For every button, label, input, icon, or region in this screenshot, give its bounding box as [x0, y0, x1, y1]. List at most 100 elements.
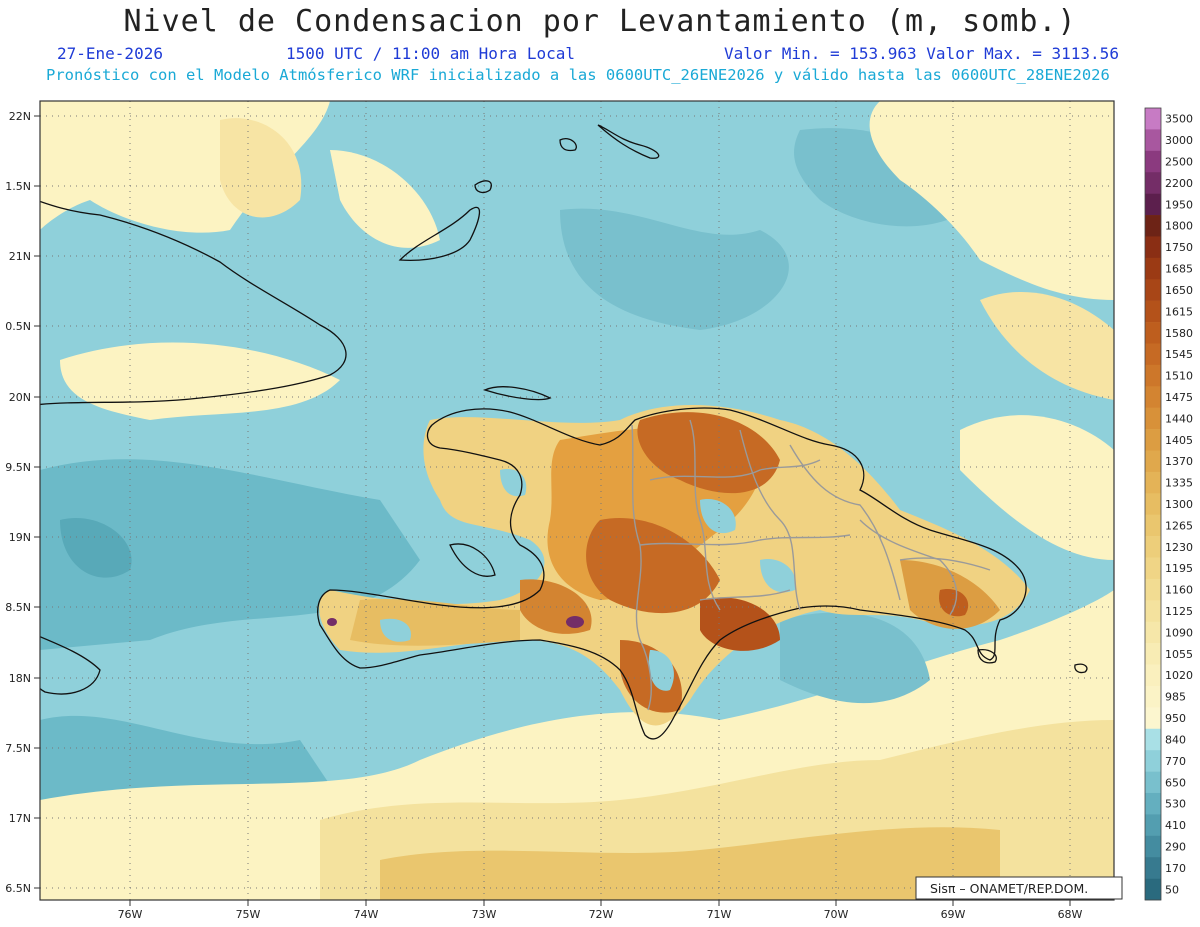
- legend-swatch: [1145, 643, 1161, 665]
- axis-ticks: [34, 115, 1071, 906]
- legend-label: 650: [1165, 776, 1186, 789]
- lat-label: 1.5N: [5, 180, 31, 193]
- lat-label: 7.5N: [5, 742, 31, 755]
- legend-swatch: [1145, 322, 1161, 344]
- legend-swatch: [1145, 407, 1161, 430]
- lat-label: 9.5N: [5, 461, 31, 474]
- legend-label: 50: [1165, 883, 1179, 896]
- legend-label: 1370: [1165, 455, 1193, 468]
- legend-label: 1265: [1165, 519, 1193, 532]
- legend-swatch: [1145, 193, 1161, 216]
- lon-label: 73W: [472, 908, 497, 921]
- legend-label: 1475: [1165, 391, 1193, 404]
- legend-swatch: [1145, 707, 1161, 730]
- legend-label: 950: [1165, 712, 1186, 725]
- legend-label: 1650: [1165, 284, 1193, 297]
- legend-swatch: [1145, 343, 1161, 366]
- legend-swatch: [1145, 685, 1161, 708]
- legend-label: 530: [1165, 798, 1186, 811]
- legend-label: 1125: [1165, 605, 1193, 618]
- legend-label: 3000: [1165, 134, 1193, 147]
- legend-swatch: [1145, 750, 1161, 772]
- lon-label: 69W: [941, 908, 966, 921]
- legend-swatch: [1145, 557, 1161, 580]
- legend-swatch: [1145, 771, 1161, 794]
- lon-label: 72W: [589, 908, 614, 921]
- coastlines: [40, 124, 1088, 740]
- field-layer: [40, 101, 1114, 900]
- legend-swatch: [1145, 728, 1161, 751]
- legend-swatch: [1145, 150, 1161, 173]
- legend-label: 1195: [1165, 562, 1193, 575]
- lon-label: 68W: [1058, 908, 1083, 921]
- legend-label: 290: [1165, 840, 1186, 853]
- legend-swatch: [1145, 257, 1161, 280]
- legend-swatch: [1145, 792, 1161, 815]
- legend-label: 1405: [1165, 434, 1193, 447]
- legend-swatch: [1145, 450, 1161, 473]
- legend-label: 1580: [1165, 327, 1193, 340]
- legend-swatch: [1145, 814, 1161, 837]
- legend-swatch: [1145, 429, 1161, 451]
- legend-label: 1440: [1165, 412, 1193, 425]
- lat-label: 8.5N: [5, 601, 31, 614]
- legend-label: 1230: [1165, 541, 1193, 554]
- legend-label: 1750: [1165, 241, 1193, 254]
- legend-swatch: [1145, 172, 1161, 194]
- legend-label: 840: [1165, 733, 1186, 746]
- legend-swatch: [1145, 664, 1161, 687]
- legend-label: 770: [1165, 755, 1186, 768]
- lon-label: 76W: [118, 908, 143, 921]
- lat-label: 17N: [9, 812, 31, 825]
- lon-label: 74W: [354, 908, 379, 921]
- legend-label: 1615: [1165, 305, 1193, 318]
- valid-time: 1500 UTC / 11:00 am Hora Local: [286, 44, 575, 63]
- legend-swatch: [1145, 279, 1161, 301]
- credit-text: Sisπ – ONAMET/REP.DOM.: [930, 881, 1088, 896]
- lat-label: 0.5N: [5, 320, 31, 333]
- legend-swatch: [1145, 364, 1161, 387]
- legend-label: 1055: [1165, 648, 1193, 661]
- legend-swatch: [1145, 471, 1161, 494]
- legend-swatch: [1145, 536, 1161, 558]
- forecast-date: 27-Ene-2026: [57, 44, 163, 63]
- legend-label: 1800: [1165, 220, 1193, 233]
- legend-swatch: [1145, 878, 1161, 901]
- legend-swatch: [1145, 386, 1161, 408]
- legend-label: 2500: [1165, 156, 1193, 169]
- model-info: Pronóstico con el Modelo Atmósferico WRF…: [46, 66, 1110, 84]
- legend-frame: [1144, 107, 1162, 901]
- legend-swatch: [1145, 108, 1161, 130]
- legend-swatch: [1145, 857, 1161, 879]
- legend-label: 1020: [1165, 669, 1193, 682]
- color-legend: 3500 3000 2500 2200 1950 1800 1750 1685 1650 1615…: [1144, 107, 1193, 901]
- legend-label: 1160: [1165, 584, 1193, 597]
- lon-label: 71W: [707, 908, 732, 921]
- legend-label: 1300: [1165, 498, 1193, 511]
- legend-swatch: [1145, 514, 1161, 537]
- legend-swatch: [1145, 600, 1161, 623]
- credit-box: Sisπ – ONAMET/REP.DOM.: [915, 876, 1123, 900]
- legend-swatch: [1145, 129, 1161, 152]
- legend-label: 985: [1165, 691, 1186, 704]
- provincial-borders: [631, 419, 991, 711]
- legend-label: 170: [1165, 862, 1186, 875]
- legend-swatch: [1145, 835, 1161, 858]
- legend-swatch: [1145, 578, 1161, 601]
- map-title: Nivel de Condensacion por Levantamiento …: [123, 4, 1077, 39]
- legend-label: 410: [1165, 819, 1186, 832]
- legend-label: 1510: [1165, 370, 1193, 383]
- legend-label: 3500: [1165, 113, 1193, 126]
- lon-label: 70W: [824, 908, 849, 921]
- legend-swatch: [1145, 300, 1161, 323]
- legend-swatch: [1145, 236, 1161, 259]
- legend-swatch: [1145, 621, 1161, 644]
- lat-label: 19N: [9, 531, 31, 544]
- lat-label: 18N: [9, 672, 31, 685]
- legend-label: 1545: [1165, 348, 1193, 361]
- min-max-values: Valor Min. = 153.963 Valor Max. = 3113.5…: [724, 44, 1119, 63]
- legend-label: 2200: [1165, 177, 1193, 190]
- lat-label: 21N: [9, 250, 31, 263]
- legend-label: 1685: [1165, 263, 1193, 276]
